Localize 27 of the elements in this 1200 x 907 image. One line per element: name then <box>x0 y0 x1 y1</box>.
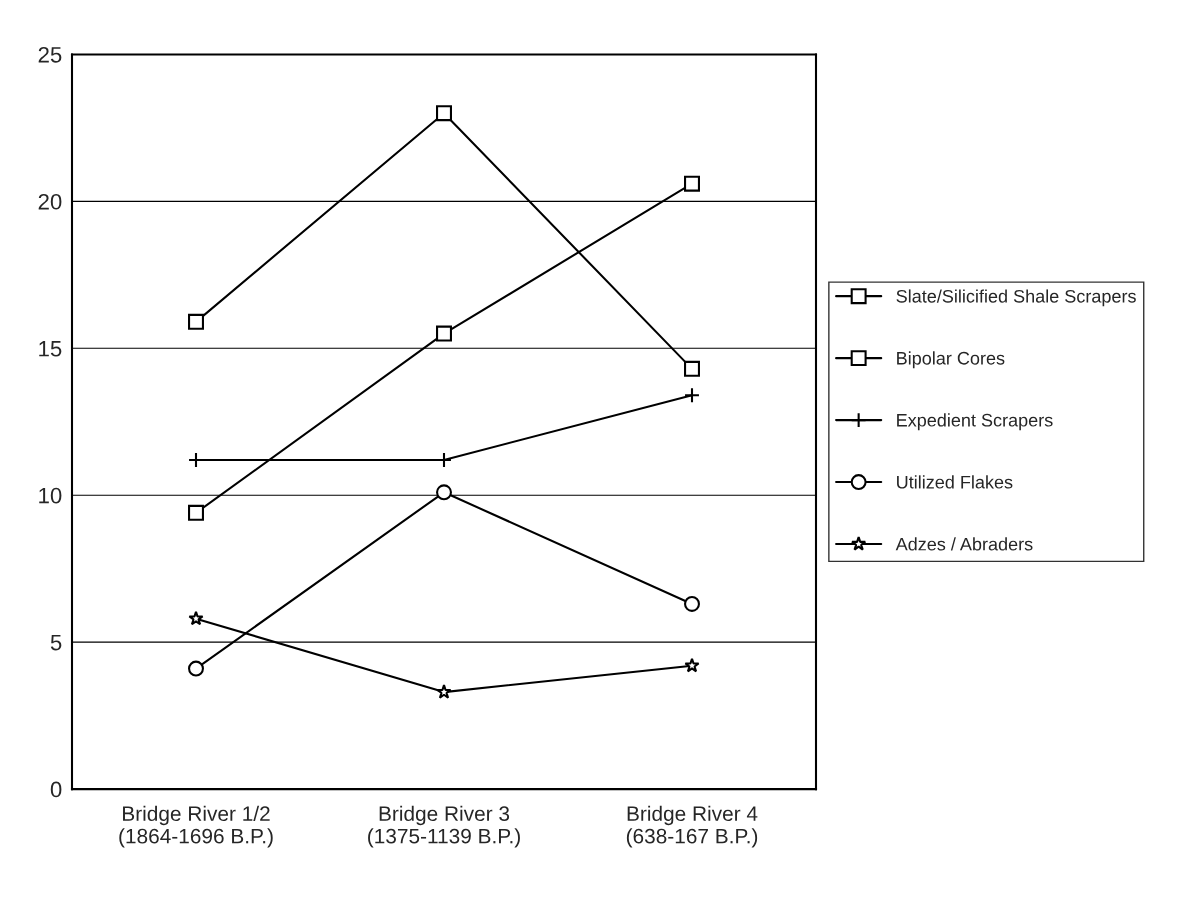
point <box>684 387 700 404</box>
point <box>684 175 700 192</box>
y-tick-label: 15 <box>39 341 62 357</box>
point <box>188 313 204 330</box>
y-tick-label: 25 <box>38 46 62 63</box>
point <box>436 105 452 122</box>
point <box>188 504 204 521</box>
legend-label: Expedient Scrapers <box>897 413 1053 431</box>
point <box>436 325 452 342</box>
x-tick-label: Bridge River 1/2 (1864-1696 B.P.) <box>119 805 273 848</box>
legend-label: Utilized Flakes <box>897 475 1013 489</box>
x-tick-label: Bridge River 4 (638-167 B.P.) <box>626 805 758 848</box>
point <box>684 657 700 673</box>
point <box>188 610 204 626</box>
y-tick-label: 10 <box>39 487 62 504</box>
y-tick-label: 5 <box>50 634 62 651</box>
y-tick-label: 20 <box>38 193 62 210</box>
point <box>188 660 204 677</box>
y-tick-label: 0 <box>50 781 62 798</box>
x-tick-label: Bridge River 3 (1375-1139 B.P.) <box>368 805 520 848</box>
point <box>684 360 700 377</box>
point <box>436 484 452 501</box>
point <box>684 595 700 612</box>
legend-label: Adzes / Abraders <box>895 537 1033 551</box>
point <box>436 684 452 699</box>
legend-label: Slate/Silicified Shale Scrapers <box>896 289 1136 307</box>
legend-label: Bipolar Cores <box>897 351 1005 369</box>
